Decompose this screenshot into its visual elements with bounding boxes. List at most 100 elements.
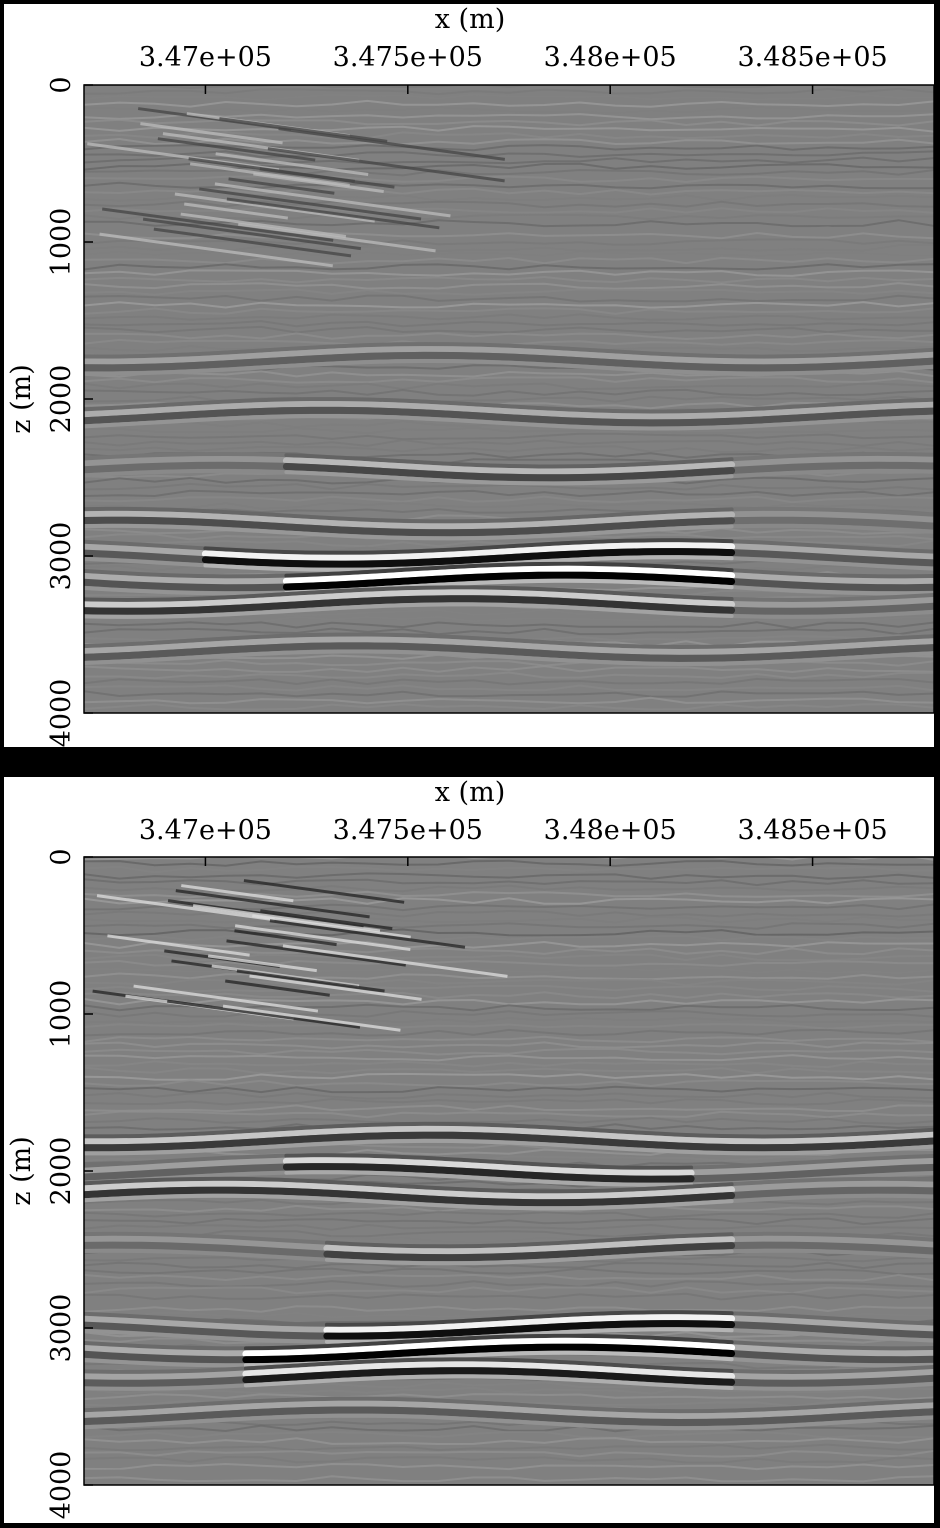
noise-event [84, 940, 934, 949]
reflector-event [84, 506, 734, 524]
dipping-event [99, 232, 333, 268]
dipping-event [238, 222, 436, 253]
noise-event [84, 1022, 934, 1030]
noise-event [84, 897, 934, 905]
noise-event [84, 313, 934, 321]
noise-event [84, 1393, 934, 1401]
reflector-event [242, 1343, 736, 1364]
seismic-traces [84, 857, 934, 1483]
x-tick-label: 3.485e+05 [737, 42, 887, 73]
reflector-event [84, 1176, 734, 1194]
dipping-event [269, 919, 466, 949]
noise-event [84, 269, 934, 277]
dipping-event [96, 894, 275, 922]
noise-event [84, 200, 934, 209]
noise-event [84, 125, 934, 133]
dipping-event [180, 212, 347, 238]
noise-event [84, 1060, 934, 1069]
dipping-event [133, 984, 319, 1013]
dipping-event [157, 137, 316, 162]
reflector-event [84, 358, 934, 376]
noise-event [84, 1267, 934, 1276]
reflector-event [84, 510, 736, 531]
noise-event [84, 859, 934, 867]
reflector-event [284, 1170, 694, 1187]
dipping-event [219, 117, 388, 143]
y-tick-label: 3000 [46, 522, 77, 591]
dipping-event [167, 899, 364, 929]
reflector-event [282, 1157, 695, 1177]
reflector-event [84, 642, 934, 662]
y-axis-title: z (m) [6, 364, 37, 433]
x-tick-label: 3.485e+05 [737, 815, 887, 846]
dipping-event [192, 904, 381, 933]
noise-event [84, 320, 934, 328]
y-tick-label: 4000 [46, 1451, 77, 1520]
noise-event [84, 87, 934, 96]
dipping-event [278, 127, 506, 161]
noise-event [84, 226, 934, 234]
reflector-event [203, 538, 734, 555]
noise-event [84, 256, 934, 265]
noise-event [84, 1104, 934, 1113]
reflector-event [84, 1138, 934, 1156]
reflector-event [282, 565, 736, 585]
reflector-event [284, 470, 734, 486]
reflector-event [282, 571, 736, 591]
noise-event [84, 238, 934, 246]
noise-event [84, 1010, 934, 1018]
dipping-event [207, 954, 317, 973]
reflector-event [84, 342, 934, 359]
noise-event [84, 1072, 934, 1081]
dipping-event [215, 152, 369, 176]
reflector-event [284, 561, 734, 578]
dipping-event [101, 207, 334, 242]
dipping-event [153, 227, 352, 258]
noise-event [84, 959, 934, 967]
noise-event [84, 325, 934, 334]
x-tick-label: 3.48e+05 [544, 815, 677, 846]
noise-event [84, 677, 934, 686]
reflector-event [84, 1180, 736, 1201]
noise-event [84, 671, 934, 680]
noise-event [84, 1437, 934, 1446]
reflector-event [84, 1125, 934, 1146]
noise-event [84, 1028, 934, 1037]
dipping-event [234, 924, 411, 952]
seismic-traces [84, 85, 934, 711]
noise-event [84, 231, 934, 240]
dipping-event [184, 202, 289, 220]
noise-event [84, 181, 934, 190]
noise-event [84, 922, 934, 930]
reflector-event [282, 457, 736, 476]
noise-event [84, 432, 934, 441]
x-tick-label: 3.47e+05 [139, 815, 272, 846]
dipping-event [140, 122, 283, 145]
noise-event [84, 1116, 934, 1125]
noise-event [84, 294, 934, 303]
dipping-event [259, 167, 395, 189]
noise-event [84, 1430, 934, 1439]
noise-event [84, 890, 934, 899]
reflector-event [84, 516, 736, 537]
y-tick-label: 0 [46, 848, 77, 865]
reflector-event [84, 414, 934, 431]
noise-event [84, 1016, 934, 1024]
reflector-event [84, 632, 934, 650]
noise-event [84, 665, 934, 674]
noise-event [84, 1085, 934, 1094]
reflector-event [323, 1236, 736, 1256]
y-tick-label: 3000 [46, 1294, 77, 1363]
y-tick-label: 2000 [46, 1137, 77, 1206]
noise-event [84, 388, 934, 397]
noise-event [84, 1273, 934, 1282]
reflector-event [84, 602, 734, 619]
noise-event [84, 288, 934, 296]
noise-event [84, 301, 934, 309]
reflector-event [324, 1249, 734, 1266]
noise-event [84, 857, 934, 861]
noise-event [84, 212, 934, 221]
dipping-event [181, 884, 294, 903]
reflector-event [323, 1320, 736, 1340]
reflector-event [84, 406, 934, 427]
